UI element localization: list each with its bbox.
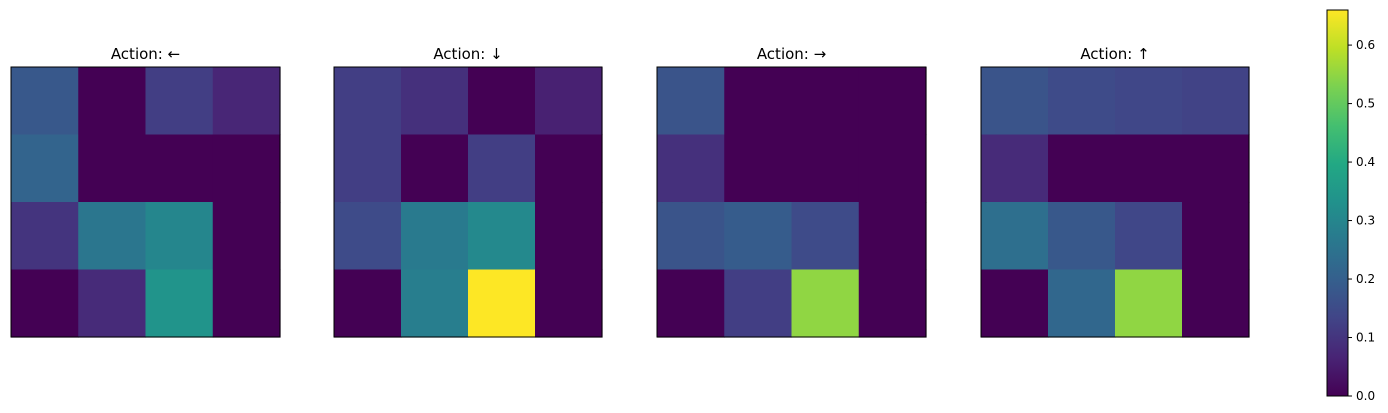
heatmap-cell xyxy=(468,134,536,203)
heatmap-cell xyxy=(401,67,469,136)
heatmap-cell xyxy=(145,269,214,338)
heatmap-cell xyxy=(724,269,793,338)
heatmap-panel-3: Action: → xyxy=(656,45,927,338)
heatmap-cell xyxy=(212,67,281,136)
heatmap-cell xyxy=(1048,202,1116,271)
heatmap-cell xyxy=(981,269,1049,338)
heatmap-cell xyxy=(858,269,927,338)
heatmap-cell xyxy=(791,202,860,271)
heatmap-cell xyxy=(1048,269,1116,338)
heatmap-cell xyxy=(11,67,79,136)
heatmap-cell xyxy=(145,67,214,136)
heatmap-cell xyxy=(657,134,725,203)
heatmap-cells xyxy=(11,67,281,338)
heatmap-cell xyxy=(1115,67,1183,136)
colorbar: 0.0 0.1 0.2 0.3 0.4 0.5 0.6 xyxy=(1326,9,1375,403)
heatmap-cell xyxy=(212,134,281,203)
heatmap-cell xyxy=(1048,134,1116,203)
heatmap-cell xyxy=(657,269,725,338)
panel-frame xyxy=(10,66,281,338)
panel-title: Action: ↓ xyxy=(433,45,502,63)
colorbar-tick-label: 0.1 xyxy=(1356,331,1375,345)
colorbar-ticks: 0.0 0.1 0.2 0.3 0.4 0.5 0.6 xyxy=(1348,38,1375,403)
heatmap-cells xyxy=(334,67,603,338)
heatmap-cell xyxy=(535,269,603,338)
colorbar-tick-label: 0.3 xyxy=(1356,214,1375,228)
heatmap-cell xyxy=(468,202,536,271)
heatmap-panel-1: Action: ← xyxy=(10,45,281,338)
panel-frame xyxy=(333,66,603,338)
heatmap-cell xyxy=(858,67,927,136)
heatmap-cell xyxy=(1115,202,1183,271)
heatmap-cell xyxy=(535,67,603,136)
heatmap-cell xyxy=(334,67,402,136)
colorbar-tick-label: 0.2 xyxy=(1356,272,1375,286)
heatmap-cell xyxy=(334,134,402,203)
heatmap-cell xyxy=(724,202,793,271)
heatmap-cells xyxy=(657,67,927,338)
heatmap-cell xyxy=(212,202,281,271)
heatmap-cell xyxy=(78,134,147,203)
heatmap-cell xyxy=(78,202,147,271)
heatmap-cell xyxy=(1182,202,1250,271)
heatmap-cell xyxy=(334,269,402,338)
heatmap-cell xyxy=(535,202,603,271)
heatmap-cell xyxy=(468,269,536,338)
heatmap-cell xyxy=(791,134,860,203)
heatmap-cell xyxy=(724,134,793,203)
colorbar-gradient xyxy=(1326,9,1349,397)
heatmap-cell xyxy=(724,67,793,136)
heatmap-cell xyxy=(981,67,1049,136)
colorbar-tick-label: 0.0 xyxy=(1356,389,1375,403)
heatmap-panel-4: Action: ↑ xyxy=(980,45,1250,338)
heatmap-cell xyxy=(401,269,469,338)
heatmap-cell xyxy=(791,269,860,338)
panel-frame xyxy=(656,66,927,338)
heatmap-panel-2: Action: ↓ xyxy=(333,45,603,338)
heatmap-cell xyxy=(78,269,147,338)
heatmap-cell xyxy=(212,269,281,338)
heatmap-cell xyxy=(468,67,536,136)
colorbar-tick-label: 0.6 xyxy=(1356,38,1375,52)
heatmap-cell xyxy=(11,269,79,338)
heatmap-cell xyxy=(1115,269,1183,338)
heatmap-cell xyxy=(981,202,1049,271)
heatmap-cell xyxy=(1182,134,1250,203)
heatmap-cell xyxy=(657,67,725,136)
heatmap-cell xyxy=(791,67,860,136)
heatmap-cell xyxy=(535,134,603,203)
heatmap-cell xyxy=(657,202,725,271)
heatmap-cell xyxy=(11,134,79,203)
heatmap-cells xyxy=(981,67,1250,338)
heatmap-cell xyxy=(78,67,147,136)
heatmap-cell xyxy=(401,134,469,203)
panel-frame xyxy=(980,66,1250,338)
colorbar-tick-label: 0.5 xyxy=(1356,97,1375,111)
panel-title: Action: ← xyxy=(111,45,180,63)
heatmap-cell xyxy=(145,134,214,203)
heatmap-cell xyxy=(1115,134,1183,203)
heatmap-cell xyxy=(981,134,1049,203)
panel-title: Action: → xyxy=(757,45,826,63)
heatmap-cell xyxy=(1048,67,1116,136)
heatmap-cell xyxy=(1182,67,1250,136)
heatmap-cell xyxy=(858,134,927,203)
colorbar-tick-label: 0.4 xyxy=(1356,155,1375,169)
heatmap-cell xyxy=(401,202,469,271)
heatmap-cell xyxy=(145,202,214,271)
panel-title: Action: ↑ xyxy=(1080,45,1149,63)
heatmap-cell xyxy=(1182,269,1250,338)
heatmap-cell xyxy=(11,202,79,271)
heatmap-cell xyxy=(334,202,402,271)
heatmap-cell xyxy=(858,202,927,271)
